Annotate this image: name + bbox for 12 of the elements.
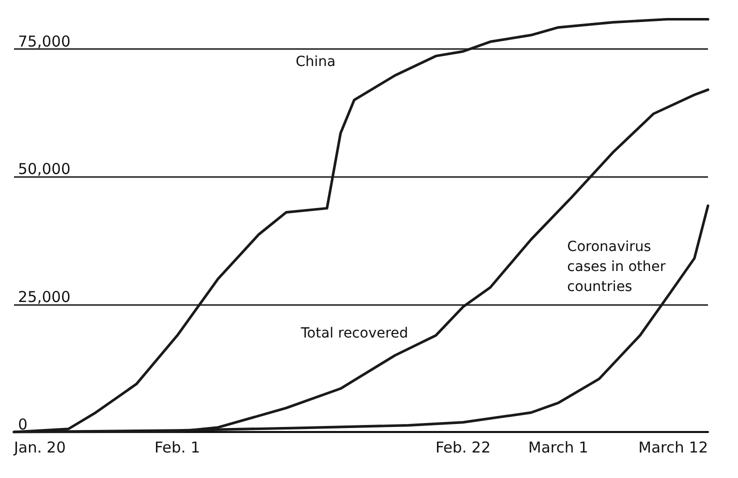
x-tick-label: March 12 <box>638 438 708 456</box>
series-label: Total recovered <box>300 325 408 342</box>
text: China <box>296 54 336 70</box>
x-tick-label: Feb. 1 <box>154 438 200 456</box>
y-tick-label: 25,000 <box>18 288 70 306</box>
x-tick-label: Feb. 22 <box>435 438 491 456</box>
x-tick-label: Jan. 20 <box>13 438 66 456</box>
series-label: Coronavirus cases in other countries <box>567 239 670 296</box>
x-tick-label: March 1 <box>528 438 588 456</box>
y-tick-label: 75,000 <box>18 32 70 50</box>
y-tick-label: 0 <box>18 416 28 434</box>
y-tick-label: 50,000 <box>18 160 70 178</box>
